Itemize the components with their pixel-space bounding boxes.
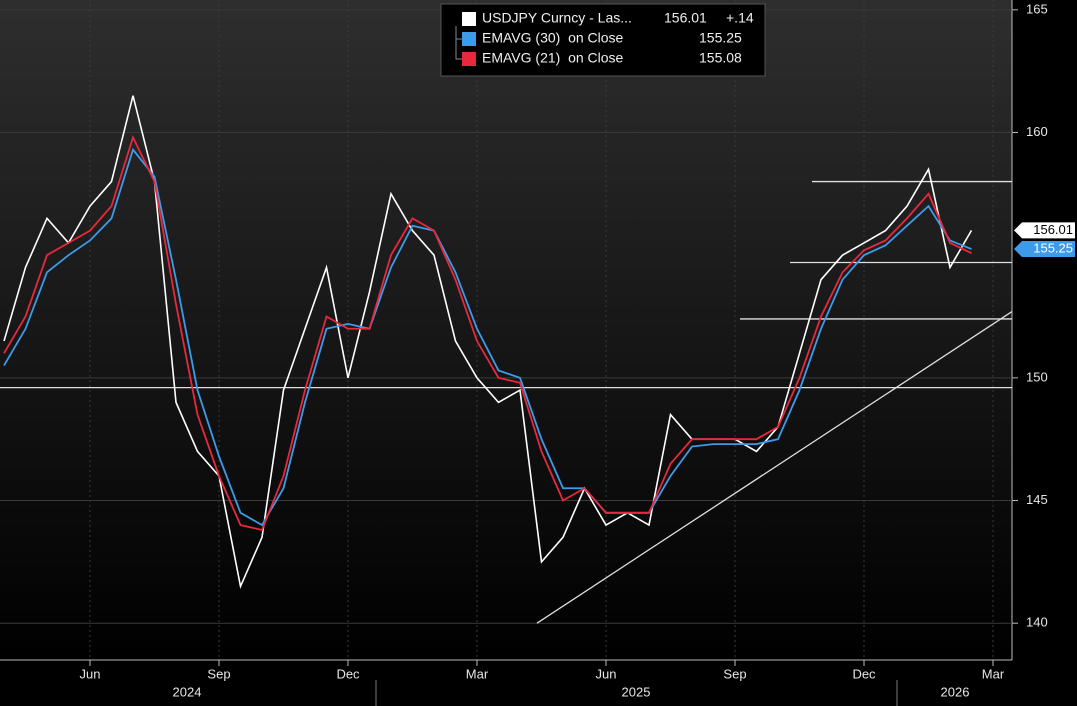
y-tick-label: 165: [1026, 1, 1048, 16]
value-tag-label: 155.25: [1033, 240, 1073, 255]
trend-line: [536, 311, 1013, 624]
legend-value: 155.08: [699, 50, 742, 66]
legend-label: USDJPY Curncy - Las...: [482, 10, 632, 26]
legend-swatch: [462, 32, 476, 46]
plot-background: [0, 0, 1012, 660]
legend-box: [440, 3, 766, 77]
y-tick-label: 140: [1026, 615, 1048, 630]
y-tick-label: 145: [1026, 492, 1048, 507]
x-tick-label: Dec: [336, 666, 360, 681]
legend-change: +.14: [726, 10, 754, 26]
y-tick-label: 150: [1026, 369, 1048, 384]
x-tick-label: Mar: [982, 666, 1005, 681]
legend-tree: [455, 26, 462, 60]
x-tick-label: Dec: [852, 666, 876, 681]
year-label: 2024: [173, 684, 202, 699]
x-tick-label: Sep: [723, 666, 746, 681]
legend-label: EMAVG (21) on Close: [482, 50, 624, 66]
y-tick-label: 160: [1026, 124, 1048, 139]
value-tag: [1014, 222, 1075, 239]
x-tick-label: Jun: [80, 666, 101, 681]
value-tag-label: 156.01: [1033, 222, 1073, 237]
legend-value: 155.25: [699, 30, 742, 46]
series-line: [3, 147, 972, 527]
legend-swatch: [462, 12, 476, 26]
value-tag: [1014, 241, 1075, 258]
legend-value: 156.01: [664, 10, 707, 26]
x-tick-label: Sep: [207, 666, 230, 681]
legend: USDJPY Curncy - Las... 156.01 EMAVG (30) o…: [440, 3, 766, 77]
legend-label: EMAVG (30) on Close: [482, 30, 624, 46]
legend-swatch: [462, 52, 476, 66]
series-line: [3, 134, 972, 532]
x-tick-label: Mar: [466, 666, 489, 681]
year-label: 2025: [622, 684, 651, 699]
x-tick-label: Jun: [596, 666, 617, 681]
series-line: [3, 95, 973, 590]
year-label: 2026: [941, 684, 970, 699]
